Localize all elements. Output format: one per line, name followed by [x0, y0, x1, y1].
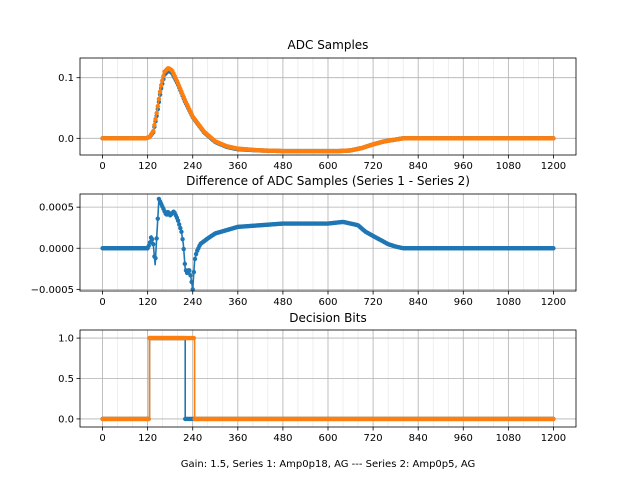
data-point	[188, 273, 193, 278]
x-tick-label: 840	[409, 161, 428, 172]
data-point	[178, 225, 183, 231]
x-tick-label: 240	[183, 433, 202, 444]
x-tick-label: 360	[228, 161, 247, 172]
subplot-title-adc-samples: ADC Samples	[288, 38, 369, 52]
x-tick-label: 1080	[496, 433, 521, 444]
data-point	[192, 416, 197, 422]
data-point	[155, 104, 160, 109]
axes-frame	[79, 329, 577, 428]
data-point	[153, 116, 158, 122]
y-tick-label: 0.0	[58, 414, 74, 425]
data-point	[551, 246, 556, 251]
data-point	[190, 287, 195, 292]
x-tick-label: 1080	[496, 161, 521, 172]
subplot-title-decision-bits: Decision Bits	[289, 311, 366, 325]
data-point	[155, 216, 160, 221]
series-2	[100, 66, 556, 154]
data-point	[160, 78, 165, 83]
data-point	[191, 269, 197, 275]
data-point	[147, 240, 153, 245]
subplot-title-difference: Difference of ADC Samples (Series 1 - Se…	[186, 174, 470, 188]
data-point	[146, 416, 151, 422]
data-point	[156, 96, 162, 102]
y-tick-label: 0.0	[58, 134, 74, 145]
series-1	[100, 196, 556, 292]
x-tick-label: 1080	[496, 297, 521, 308]
data-point	[177, 222, 182, 227]
x-tick-label: 480	[273, 297, 292, 308]
x-tick-label: 600	[318, 297, 337, 308]
x-tick-label: 0	[99, 297, 105, 308]
data-point	[149, 237, 155, 242]
y-tick-label: 1.0	[58, 334, 74, 345]
x-tick-label: 120	[138, 433, 157, 444]
x-tick-label: 720	[364, 297, 383, 308]
data-point	[152, 122, 157, 128]
data-point	[147, 335, 152, 341]
x-tick-label: 960	[454, 433, 473, 444]
y-tick-label: 0.5	[58, 374, 74, 385]
x-tick-label: 480	[273, 433, 292, 444]
x-tick-label: 120	[138, 161, 157, 172]
data-point	[154, 110, 159, 116]
x-tick-label: 480	[273, 161, 292, 172]
x-tick-label: 840	[409, 433, 428, 444]
data-point	[179, 229, 184, 235]
data-point	[153, 255, 158, 261]
data-point	[157, 89, 163, 94]
x-tick-label: 1200	[541, 297, 566, 308]
data-point	[151, 128, 156, 134]
data-point	[191, 335, 197, 341]
data-point	[175, 218, 181, 223]
data-point	[151, 241, 156, 247]
data-point	[551, 136, 556, 141]
y-tick-label: 0.0005	[39, 203, 74, 214]
data-point	[182, 261, 188, 267]
x-tick-label: 600	[318, 161, 337, 172]
x-tick-label: 720	[364, 433, 383, 444]
figure-caption: Gain: 1.5, Series 1: Amp0p18, AG --- Ser…	[181, 459, 476, 470]
data-point	[183, 416, 188, 422]
data-point	[158, 83, 164, 88]
x-tick-label: 1200	[541, 161, 566, 172]
x-tick-label: 360	[228, 297, 247, 308]
data-point	[180, 237, 185, 242]
data-point	[187, 268, 192, 273]
data-point	[551, 416, 556, 422]
x-tick-label: 960	[454, 161, 473, 172]
x-tick-label: 720	[364, 161, 383, 172]
x-tick-label: 600	[318, 433, 337, 444]
x-tick-label: 240	[183, 297, 202, 308]
x-tick-label: 840	[409, 297, 428, 308]
x-tick-label: 0	[99, 433, 105, 444]
x-tick-label: 1200	[541, 433, 566, 444]
subplot-adc-samples: ADC Samples 0 120 240 360 480 600 720 840 960 108…	[58, 38, 577, 172]
x-tick-label: 120	[138, 297, 157, 308]
data-point	[192, 256, 198, 262]
series-2	[100, 335, 556, 422]
x-tick-label: 360	[228, 433, 247, 444]
axes-frame	[79, 193, 577, 292]
x-tick-label: 240	[183, 161, 202, 172]
y-tick-label: −0.0005	[31, 285, 74, 296]
subplot-difference: Difference of ADC Samples (Series 1 - Se…	[31, 174, 577, 308]
axes-frame	[79, 57, 577, 156]
x-tick-label: 0	[99, 161, 105, 172]
data-point	[154, 236, 159, 241]
data-point	[161, 73, 166, 79]
y-tick-label: 0.0000	[39, 244, 74, 255]
y-tick-label: 0.1	[58, 73, 74, 84]
data-point	[189, 279, 194, 285]
data-point	[181, 246, 186, 252]
x-tick-label: 960	[454, 297, 473, 308]
subplot-decision-bits: Decision Bits 0 120 240 360 480 600 720 840 960 1…	[58, 311, 577, 444]
